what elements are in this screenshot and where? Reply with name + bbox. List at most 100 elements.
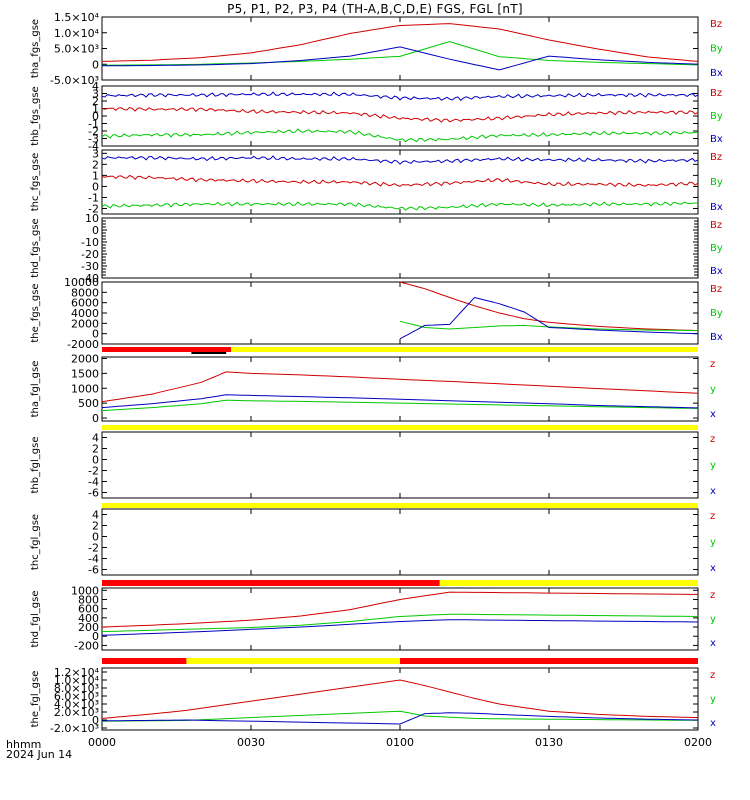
- y-tick-label: -5.0×10³: [50, 74, 99, 87]
- status-bar-segment: [102, 658, 187, 664]
- y-tick-label: 0: [92, 454, 99, 467]
- series-line-by: [399, 320, 699, 332]
- y-tick-label: -6: [88, 487, 99, 500]
- y-tick-label: 0: [92, 714, 99, 727]
- legend-bx: Bx: [710, 68, 723, 79]
- y-tick-label: -10: [81, 236, 99, 249]
- panel-ylabel: thc_fgs_gse: [30, 153, 41, 212]
- panel-ylabel: thc_fgl_gse: [30, 514, 41, 570]
- status-bar-segment: [102, 580, 440, 586]
- panel-frame: [101, 667, 699, 731]
- panel-frame: [101, 587, 699, 651]
- y-tick-label: -1: [88, 191, 99, 204]
- status-bar-segment: [102, 347, 232, 352]
- legend-bx: Bx: [710, 266, 723, 277]
- y-tick-label: 2.0×10³: [54, 706, 99, 719]
- y-tick-label: 6.0×10³: [54, 690, 99, 703]
- legend-x: x: [710, 638, 716, 649]
- x-tick-label: 0030: [237, 736, 265, 749]
- y-tick-label: 1000: [71, 382, 99, 395]
- y-tick-label: -2: [88, 202, 99, 215]
- legend-by: By: [710, 243, 723, 254]
- y-tick-label: -2: [88, 125, 99, 138]
- y-tick-label: 3: [92, 147, 99, 160]
- legend-by: By: [710, 308, 723, 319]
- y-tick-label: -6: [88, 564, 99, 577]
- legend-by: By: [710, 111, 723, 122]
- panel-frame: [101, 217, 699, 279]
- y-tick-label: 1000: [71, 584, 99, 597]
- legend-by: By: [710, 44, 723, 55]
- y-tick-label: -2: [88, 542, 99, 555]
- panel-frame: [101, 431, 699, 499]
- y-tick-label: 6000: [71, 297, 99, 310]
- series-line-z: [101, 679, 699, 719]
- y-tick-label: 1500: [71, 367, 99, 380]
- y-tick-label: 1: [92, 103, 99, 116]
- legend-y: y: [710, 694, 716, 705]
- y-tick-label: -2000: [67, 338, 99, 351]
- y-tick-label: 800: [78, 593, 99, 606]
- y-tick-label: -30: [81, 260, 99, 273]
- y-tick-label: 600: [78, 603, 99, 616]
- y-tick-label: 200: [78, 621, 99, 634]
- x-tick-label: 0130: [535, 736, 563, 749]
- y-tick-label: 400: [78, 612, 99, 625]
- y-tick-label: 10: [85, 212, 99, 225]
- y-tick-label: 1.5×10⁴: [54, 11, 100, 24]
- series-line-bz: [101, 106, 699, 123]
- y-tick-label: -2.0×10³: [50, 722, 99, 735]
- panel-ylabel: the_fgs_gse: [30, 283, 41, 342]
- panel-frame: [101, 281, 699, 345]
- series-line-bx: [101, 91, 699, 102]
- legend-bz: Bz: [710, 284, 722, 295]
- y-tick-label: -40: [81, 272, 99, 285]
- y-tick-label: 0: [92, 224, 99, 237]
- y-tick-label: -20: [81, 248, 99, 261]
- y-tick-label: 500: [78, 397, 99, 410]
- y-tick-label: 1.0×10⁴: [54, 674, 100, 687]
- legend-y: y: [710, 614, 716, 625]
- y-tick-label: 0: [92, 328, 99, 341]
- y-tick-label: 2: [92, 520, 99, 533]
- legend-bz: Bz: [710, 220, 722, 231]
- y-tick-label: 0: [92, 412, 99, 425]
- y-tick-label: 3: [92, 88, 99, 101]
- panel-ylabel: thd_fgs_gse: [30, 218, 41, 277]
- panel-ylabel: the_fgl_gse: [30, 671, 41, 728]
- legend-x: x: [710, 409, 716, 420]
- series-line-y: [101, 613, 699, 633]
- y-tick-label: 0: [92, 58, 99, 71]
- y-tick-label: -3: [88, 133, 99, 146]
- series-line-bz: [399, 281, 699, 332]
- series-line-bx: [101, 155, 699, 165]
- series-line-z: [101, 371, 699, 403]
- panel-frame: [101, 508, 699, 576]
- y-tick-label: 8.0×10³: [54, 682, 99, 695]
- panel-ylabel: thb_fgl_gse: [30, 437, 41, 494]
- y-tick-label: -4: [88, 476, 99, 489]
- y-tick-label: 4: [92, 80, 99, 93]
- series-line-x: [101, 712, 699, 725]
- y-tick-label: 4: [92, 509, 99, 522]
- y-tick-label: 0: [92, 531, 99, 544]
- y-tick-label: 4: [92, 432, 99, 445]
- y-tick-label: 2: [92, 158, 99, 171]
- panel-ylabel: thd_fgl_gse: [30, 591, 41, 648]
- y-tick-label: 4000: [71, 307, 99, 320]
- y-tick-label: 1.2×10⁴: [54, 666, 100, 679]
- series-line-x: [101, 394, 699, 409]
- y-tick-label: -1: [88, 118, 99, 131]
- x-tick-label: 0000: [88, 736, 116, 749]
- legend-bz: Bz: [710, 88, 722, 99]
- legend-z: z: [710, 590, 715, 601]
- legend-x: x: [710, 486, 716, 497]
- y-tick-label: 2000: [71, 317, 99, 330]
- legend-bz: Bz: [710, 19, 722, 30]
- panel-frame: [101, 16, 699, 81]
- legend-y: y: [710, 537, 716, 548]
- status-bar-segment: [231, 347, 698, 352]
- legend-x: x: [710, 563, 716, 574]
- x-tick-label: 0100: [386, 736, 414, 749]
